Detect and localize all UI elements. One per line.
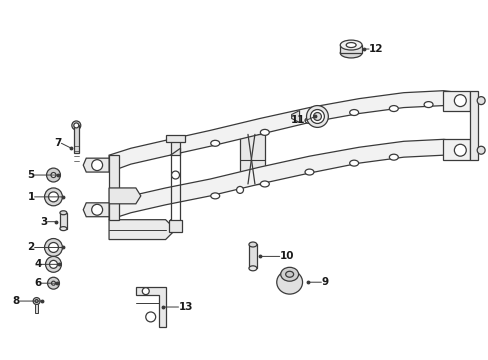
Text: 12: 12 [368,44,383,54]
Polygon shape [165,135,185,142]
Bar [35,304,38,313]
Ellipse shape [47,277,60,289]
Ellipse shape [340,48,361,58]
Polygon shape [83,158,109,172]
Ellipse shape [44,188,62,206]
Polygon shape [240,134,264,184]
Ellipse shape [388,154,398,160]
Ellipse shape [313,113,321,121]
Text: 10: 10 [279,251,294,261]
Ellipse shape [306,105,327,127]
Text: 11: 11 [290,116,305,126]
Ellipse shape [248,242,256,247]
Ellipse shape [210,140,219,146]
Text: 1: 1 [27,192,35,202]
Ellipse shape [210,193,219,199]
Polygon shape [443,139,469,160]
Polygon shape [109,91,475,172]
Ellipse shape [305,117,313,123]
Ellipse shape [236,186,243,193]
Ellipse shape [92,159,102,171]
Ellipse shape [60,211,67,215]
Ellipse shape [305,169,313,175]
Ellipse shape [92,204,102,215]
Polygon shape [109,139,475,220]
Ellipse shape [476,146,484,154]
Polygon shape [83,203,109,217]
Bar [60,213,67,229]
Polygon shape [443,91,469,111]
Text: 9: 9 [321,277,328,287]
Polygon shape [109,220,175,239]
Ellipse shape [51,172,56,177]
Polygon shape [168,220,182,231]
Text: 6: 6 [34,278,41,288]
Polygon shape [291,111,299,122]
Bar [248,244,256,268]
Ellipse shape [388,105,398,112]
Bar [74,125,79,153]
Polygon shape [469,91,477,160]
Text: 4: 4 [34,259,41,269]
Ellipse shape [476,96,484,105]
Polygon shape [136,287,165,327]
Ellipse shape [276,270,302,294]
Text: 2: 2 [27,243,35,252]
Ellipse shape [285,271,293,277]
Text: 7: 7 [54,138,61,148]
Ellipse shape [260,129,269,135]
Ellipse shape [72,121,81,130]
Ellipse shape [60,227,67,231]
Ellipse shape [44,239,62,256]
Ellipse shape [260,181,269,187]
Ellipse shape [346,42,355,48]
Ellipse shape [45,256,61,272]
Ellipse shape [46,168,61,182]
Ellipse shape [423,102,432,108]
Ellipse shape [48,192,59,202]
Ellipse shape [453,144,466,156]
Ellipse shape [310,109,324,123]
Text: 8: 8 [13,296,20,306]
Ellipse shape [280,267,298,281]
Ellipse shape [74,123,79,128]
Ellipse shape [349,160,358,166]
Ellipse shape [453,95,466,107]
Ellipse shape [33,298,40,305]
Ellipse shape [51,281,55,285]
Ellipse shape [142,288,149,294]
Ellipse shape [340,40,361,50]
Text: 5: 5 [27,170,35,180]
Ellipse shape [35,300,38,302]
Polygon shape [109,188,141,204]
Ellipse shape [248,266,256,271]
Ellipse shape [349,109,358,116]
Polygon shape [170,140,180,155]
Ellipse shape [49,260,57,268]
Text: 3: 3 [40,217,47,227]
Bar [340,45,361,53]
Ellipse shape [48,243,59,252]
Polygon shape [109,155,119,220]
Ellipse shape [171,171,179,179]
Ellipse shape [145,312,155,322]
Text: 13: 13 [178,302,193,312]
